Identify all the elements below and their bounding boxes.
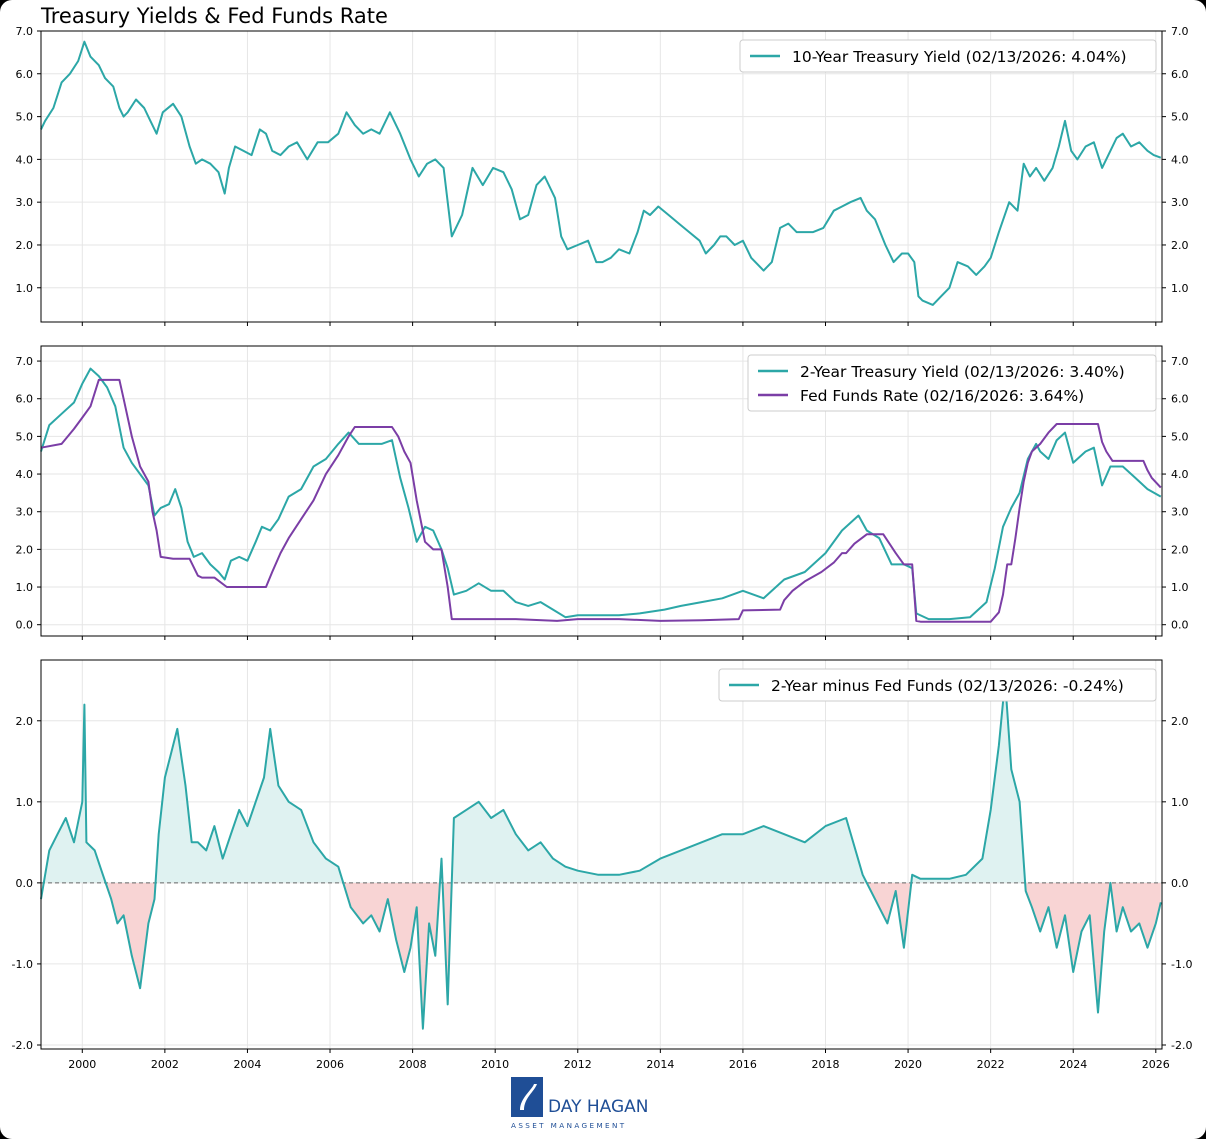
y-tick-label-right: 1.0 [1171, 282, 1189, 295]
y-tick-label-left: 1.0 [16, 796, 34, 809]
plot-frame [40, 345, 1163, 637]
x-tick-label: 2018 [811, 1058, 839, 1071]
x-tick-label: 2024 [1059, 1058, 1087, 1071]
y-tick-label-left: 5.0 [16, 111, 34, 124]
y-tick-label-left: 2.0 [16, 239, 34, 252]
positive-spread-fill [43, 680, 1026, 883]
y-tick-label-left: 3.0 [16, 506, 34, 519]
x-tick-label: 2026 [1142, 1058, 1170, 1071]
y-tick-label-left: -2.0 [12, 1039, 33, 1052]
x-tick-label: 2012 [564, 1058, 592, 1071]
y-tick-label-left: 5.0 [16, 430, 34, 443]
y-tick-label-right: 4.0 [1171, 153, 1189, 166]
series-line-primary [40, 40, 1162, 306]
y-tick-label-right: 7.0 [1171, 355, 1189, 368]
y-tick-label-right: 1.0 [1171, 581, 1189, 594]
logo-subtitle: ASSET MANAGEMENT [511, 1121, 627, 1130]
y-tick-label-left: 3.0 [16, 196, 34, 209]
day-hagan-logo: DAY HAGAN ASSET MANAGEMENT [511, 1077, 649, 1130]
y-tick-label-left: 0.0 [16, 877, 34, 890]
y-tick-label-left: 6.0 [16, 393, 34, 406]
x-tick-label: 2004 [233, 1058, 261, 1071]
y-tick-label-left: 4.0 [16, 153, 34, 166]
legend-label: Fed Funds Rate (02/16/2026: 3.64%) [800, 387, 1084, 405]
series-line-primary [40, 367, 1162, 621]
x-tick-label: 2000 [68, 1058, 96, 1071]
plot-frame [40, 659, 1163, 1050]
y-tick-label-right: 3.0 [1171, 506, 1189, 519]
logo-mark-stroke [520, 1084, 537, 1110]
y-tick-label-left: 0.0 [16, 619, 34, 632]
y-tick-label-left: 2.0 [16, 543, 34, 556]
series-line-primary [40, 679, 1162, 1030]
y-tick-label-left: 7.0 [16, 355, 34, 368]
plot-frame [40, 30, 1163, 323]
y-tick-label-right: 3.0 [1171, 196, 1189, 209]
y-tick-label-right: 6.0 [1171, 393, 1189, 406]
y-tick-label-right: 0.0 [1171, 877, 1189, 890]
y-tick-label-right: 5.0 [1171, 430, 1189, 443]
legend-label: 10-Year Treasury Yield (02/13/2026: 4.04… [792, 48, 1127, 66]
legend-label: 2-Year minus Fed Funds (02/13/2026: -0.2… [771, 677, 1124, 695]
x-tick-label: 2008 [399, 1058, 427, 1071]
y-tick-label-right: 1.0 [1171, 796, 1189, 809]
y-tick-label-left: 4.0 [16, 468, 34, 481]
y-tick-label-right: 6.0 [1171, 68, 1189, 81]
series-line-secondary [40, 378, 1162, 623]
legend-label: 2-Year Treasury Yield (02/13/2026: 3.40%… [800, 363, 1125, 381]
x-tick-label: 2006 [316, 1058, 344, 1071]
figure-title: Treasury Yields & Fed Funds Rate [41, 4, 388, 28]
x-tick-label: 2016 [729, 1058, 757, 1071]
y-tick-label-right: 5.0 [1171, 111, 1189, 124]
y-tick-label-right: 0.0 [1171, 619, 1189, 632]
y-tick-label-left: 2.0 [16, 715, 34, 728]
y-tick-label-left: -1.0 [12, 958, 33, 971]
y-tick-label-right: 2.0 [1171, 715, 1189, 728]
y-tick-label-right: -1.0 [1171, 958, 1192, 971]
y-tick-label-left: 1.0 [16, 282, 34, 295]
legend-box [747, 354, 1157, 412]
y-tick-label-left: 7.0 [16, 25, 34, 38]
y-tick-label-left: 6.0 [16, 68, 34, 81]
y-tick-label-right: 4.0 [1171, 468, 1189, 481]
logo-name: DAY HAGAN [548, 1097, 649, 1117]
legend-box [718, 668, 1157, 702]
x-tick-label: 2022 [977, 1058, 1005, 1071]
y-tick-label-left: 1.0 [16, 581, 34, 594]
x-tick-label: 2002 [151, 1058, 179, 1071]
negative-spread-fill [41, 882, 1161, 1029]
x-tick-label: 2010 [481, 1058, 509, 1071]
y-tick-label-right: 2.0 [1171, 239, 1189, 252]
x-tick-label: 2020 [894, 1058, 922, 1071]
y-tick-label-right: 2.0 [1171, 543, 1189, 556]
y-tick-label-right: -2.0 [1171, 1039, 1192, 1052]
y-tick-label-right: 7.0 [1171, 25, 1189, 38]
x-tick-label: 2014 [646, 1058, 674, 1071]
legend-box [739, 39, 1157, 73]
